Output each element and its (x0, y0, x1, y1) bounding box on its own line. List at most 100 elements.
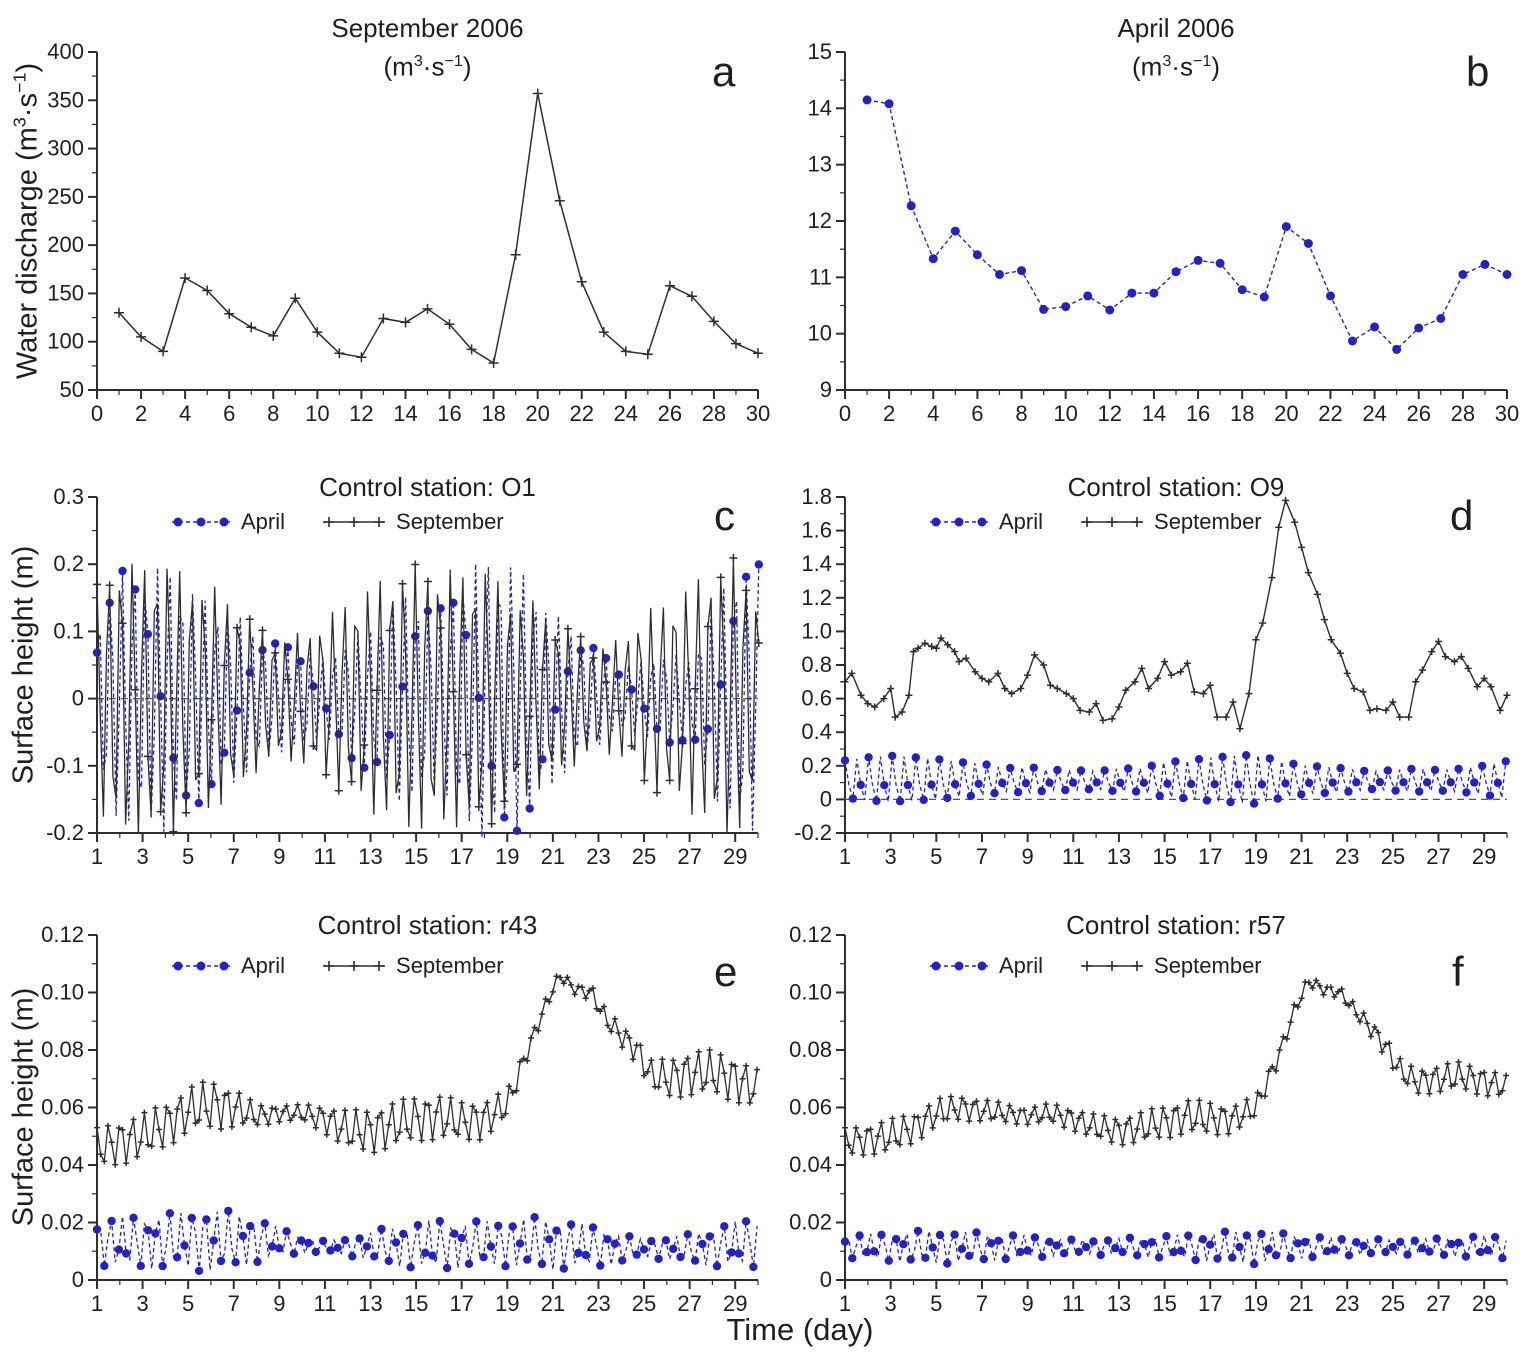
y-tick-label: 0.12 (41, 922, 84, 947)
axis-label-text: ·s (11, 93, 44, 118)
circle-marker (334, 730, 343, 739)
plus-marker (276, 1118, 283, 1125)
plus-marker (708, 316, 719, 327)
plus-marker (487, 1128, 494, 1135)
plus-marker (476, 1136, 483, 1143)
panel-d-letter: d (1450, 492, 1474, 539)
panel-c-legend: April September (170, 509, 504, 535)
april-legend-label: April (241, 509, 286, 534)
circle-marker (1226, 797, 1235, 807)
plus-marker (729, 554, 738, 562)
plus-marker (915, 1114, 921, 1121)
circle-marker (1061, 302, 1071, 312)
circle-marker (1458, 270, 1468, 279)
plus-marker (1083, 1131, 1090, 1138)
circle-marker (1374, 1235, 1383, 1244)
plus-marker (1419, 1068, 1426, 1075)
plus-marker (119, 1126, 126, 1133)
plus-marker (1287, 1019, 1294, 1026)
circle-marker (216, 1256, 226, 1266)
plus-marker (1294, 1003, 1301, 1010)
plus-marker (1229, 698, 1237, 706)
x-tick-label: 9 (1021, 1291, 1033, 1316)
plus-marker (1229, 1112, 1236, 1119)
circle-marker (928, 1243, 937, 1252)
plus-marker (673, 1067, 680, 1074)
circle-marker (1081, 1242, 1091, 1252)
circle-marker (1289, 759, 1298, 768)
y-tick-label: -0.1 (46, 753, 84, 778)
circle-marker (840, 1237, 850, 1246)
plus-marker (280, 1108, 286, 1115)
plus-marker (728, 1061, 735, 1068)
plus-marker (444, 319, 455, 330)
plus-marker (169, 827, 178, 836)
plus-marker (582, 995, 589, 1002)
circle-marker (508, 1222, 517, 1231)
plus-marker (977, 1117, 984, 1124)
plus-marker (627, 741, 636, 750)
plus-marker (841, 678, 849, 686)
september-legend-icon (1081, 961, 1144, 971)
plus-marker (922, 1113, 929, 1120)
circle-marker (864, 753, 873, 762)
plus-marker (871, 703, 879, 711)
circle-marker (972, 250, 982, 260)
circle-marker (1469, 1232, 1478, 1242)
plus-marker (604, 1022, 611, 1029)
plus-marker (1068, 1110, 1075, 1116)
circle-marker (1220, 1227, 1230, 1236)
circle-marker (311, 1247, 320, 1257)
circle-marker (209, 1236, 218, 1245)
circle-marker (895, 797, 905, 806)
plus-marker (114, 307, 124, 318)
axes-spines (96, 52, 758, 391)
circle-marker (413, 1221, 423, 1230)
circle-marker (1125, 1233, 1135, 1243)
x-tick-label: 21 (1289, 844, 1313, 869)
circle-marker (913, 1226, 923, 1236)
plus-marker (254, 1121, 261, 1128)
circle-marker (275, 1244, 284, 1253)
circle-marker (1430, 765, 1440, 775)
plus-marker (681, 1061, 688, 1068)
plus-marker (192, 1120, 199, 1127)
plus-marker (345, 1139, 352, 1146)
circle-marker (267, 1242, 277, 1251)
circle-marker (1176, 1246, 1186, 1256)
plus-marker (1236, 1124, 1243, 1130)
plus-marker (644, 1068, 651, 1075)
april-series-line (97, 1210, 758, 1271)
plus-marker (691, 684, 700, 693)
plus-marker (1123, 1121, 1130, 1127)
plus-marker (1002, 1118, 1009, 1125)
april-legend-icon (930, 517, 988, 527)
circle-marker (525, 804, 534, 813)
plus-marker (1214, 1131, 1221, 1138)
plus-marker (271, 648, 280, 657)
plus-marker (937, 1095, 943, 1102)
plus-marker (356, 352, 367, 363)
plus-marker (648, 1057, 655, 1064)
x-tick-label: 14 (1142, 401, 1166, 426)
plus-marker (637, 1042, 644, 1049)
plus-marker (1466, 1063, 1473, 1070)
plus-marker (589, 653, 598, 662)
circle-marker (118, 566, 127, 576)
plus-marker (863, 1127, 870, 1134)
plus-marker (716, 573, 725, 582)
y-tick-label: 0 (820, 786, 832, 811)
circle-marker (935, 1230, 945, 1240)
plus-marker (400, 317, 411, 328)
plus-marker (598, 327, 609, 338)
circle-marker (1271, 1251, 1281, 1260)
plus-marker (579, 984, 585, 991)
x-tick-label: 3 (136, 844, 148, 869)
plus-marker (1492, 1069, 1499, 1076)
plus-marker (641, 1072, 647, 1079)
x-tick-label: 1 (91, 1291, 103, 1316)
circle-marker (1249, 799, 1259, 808)
plus-marker (590, 985, 596, 992)
y-axis-ticks: -0.2 0 0.2 0.4 0.6 0.8 1.0 1.2 1.4 1.6 1.8 (794, 484, 845, 845)
plus-marker (1017, 685, 1025, 692)
